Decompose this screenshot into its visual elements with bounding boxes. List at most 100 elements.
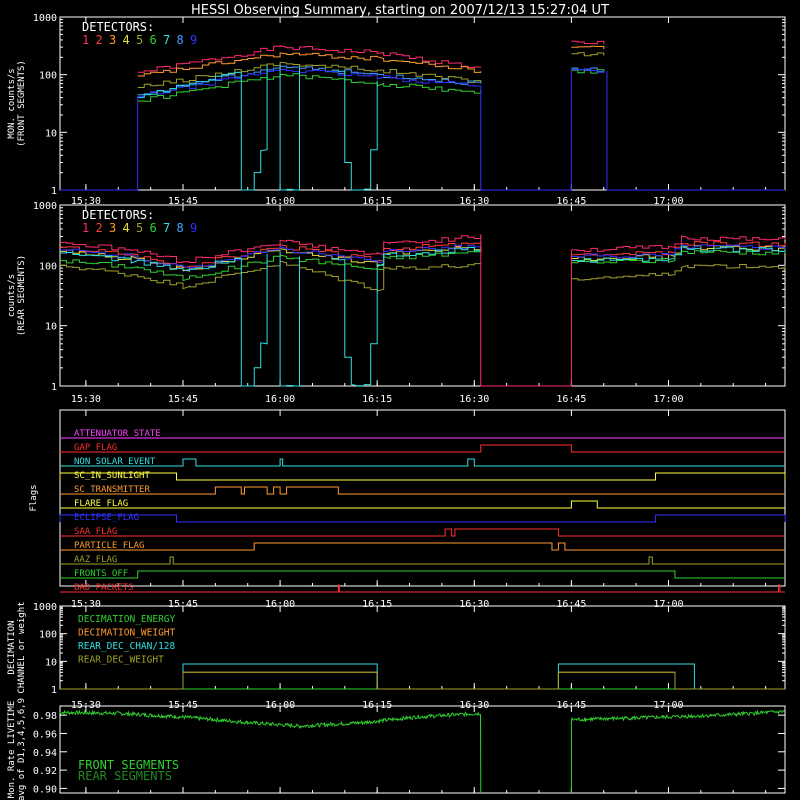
front-legend-label-7: 7 xyxy=(163,33,170,47)
front-detector-9-line xyxy=(571,68,605,73)
rear-xtick-label: 15:30 xyxy=(71,394,101,405)
livetime-ytick-label: 0.96 xyxy=(33,729,57,740)
front-ylabel: MON. counts/s xyxy=(7,68,17,138)
rear-xtick-label: 17:00 xyxy=(653,394,683,405)
front-detector-7-line xyxy=(137,65,268,191)
rear-legend-label-4: 4 xyxy=(123,221,130,235)
rear-legend-label-5: 5 xyxy=(136,221,143,235)
flag-line-fronts-off xyxy=(60,570,785,579)
front-xtick-label: 16:30 xyxy=(459,196,489,207)
rear-ytick-label: 10 xyxy=(45,322,57,333)
rear-detector-7-line xyxy=(279,251,300,387)
plot-title: HESSI Observing Summary, starting on 200… xyxy=(191,3,609,18)
rear-ytick-label: 1000 xyxy=(33,201,57,212)
rear-legend-label-3: 3 xyxy=(109,221,116,235)
rear-xtick-label: 16:00 xyxy=(265,394,295,405)
decimation-ytick-label: 1000 xyxy=(33,602,57,613)
rear-legend-label-2: 2 xyxy=(96,221,103,235)
rear-legend-label-8: 8 xyxy=(177,221,184,235)
front-detector-3-line xyxy=(137,52,482,77)
flag-label: AAZ_FLAG xyxy=(74,555,117,565)
front-legend-label-6: 6 xyxy=(150,33,157,47)
rear-detector-5-line xyxy=(571,264,786,281)
flags-ylabel: Flags xyxy=(29,484,39,511)
front-detector-7-line xyxy=(331,69,378,191)
rear-detector-7-line xyxy=(331,247,482,387)
flag-line-flare-flag xyxy=(60,500,785,509)
front-detector-5-line xyxy=(137,61,482,88)
rear-detector-5-line xyxy=(60,260,482,292)
rear-detector-6-line xyxy=(60,250,482,282)
flags-xtick-label: 16:30 xyxy=(459,599,489,610)
front-ytick-label: 10 xyxy=(45,128,57,139)
flags-xtick-label: 15:45 xyxy=(168,599,198,610)
front-legend-label-2: 2 xyxy=(96,33,103,47)
decimation-line-rear-dec-weight xyxy=(60,671,785,690)
front-legend-title: DETECTORS: xyxy=(82,20,154,34)
flags-xtick-label: 16:15 xyxy=(362,599,392,610)
livetime-legend-label: FRONT SEGMENTS xyxy=(78,758,179,772)
flag-line-sc-in-sunlight xyxy=(59,472,786,481)
flag-line-non-solar-event xyxy=(60,458,785,467)
front-detector-1-line xyxy=(571,40,605,45)
front-legend-label-1: 1 xyxy=(82,33,89,47)
front-legend-label-9: 9 xyxy=(190,33,197,47)
livetime-ytick-label: 0.98 xyxy=(33,711,57,722)
rear-xtick-label: 16:30 xyxy=(459,394,489,405)
flags-panel-frame xyxy=(59,409,786,587)
front-baseline-line xyxy=(60,69,785,191)
front-xtick-label: 16:15 xyxy=(362,196,392,207)
front-series-group xyxy=(137,40,605,191)
decimation-ytick-label: 100 xyxy=(39,630,57,641)
livetime-line-front-segments xyxy=(59,709,482,794)
flags-xtick-label: 16:00 xyxy=(265,599,295,610)
flag-line-eclipse-flag xyxy=(59,514,786,523)
front-detector-7-line xyxy=(279,64,300,191)
livetime-ytick-label: 0.92 xyxy=(33,766,57,777)
flags-xtick-label: 15:30 xyxy=(71,599,101,610)
flags-xtick-label: 17:00 xyxy=(653,599,683,610)
flag-line-aaz-flag xyxy=(60,556,785,565)
front-ytick-label: 100 xyxy=(39,71,57,82)
front-legend-label-8: 8 xyxy=(177,33,184,47)
rear-series-group xyxy=(60,234,786,387)
decimation-legend-label: REAR_DEC_CHAN/128 xyxy=(78,641,176,652)
front-ylabel: (FRONT SEGMENTS) xyxy=(17,60,27,147)
flag-line-saa-flag xyxy=(60,528,785,537)
livetime-ytick-label: 0.90 xyxy=(33,784,57,795)
rear-xtick-label: 16:15 xyxy=(362,394,392,405)
rear-legend-label-7: 7 xyxy=(163,221,170,235)
livetime-ylabel: Mon. Rate LIVETIME xyxy=(7,701,17,799)
front-detector-3-line xyxy=(571,45,605,50)
livetime-panel-frame xyxy=(59,705,786,794)
livetime-legend-label: REAR SEGMENTS xyxy=(78,769,172,783)
flags-xtick-label: 16:45 xyxy=(556,599,586,610)
decimation-ytick-label: 1 xyxy=(51,685,57,696)
decimation-legend-label: REAR_DEC_WEIGHT xyxy=(78,655,164,666)
front-ytick-label: 1 xyxy=(51,186,57,197)
flag-label: SC_TRANSMITTER xyxy=(74,485,150,495)
rear-legend-label-6: 6 xyxy=(150,221,157,235)
rear-ytick-label: 1 xyxy=(51,382,57,393)
flag-label: FRONTS_OFF xyxy=(74,569,128,579)
rear-legend-label-9: 9 xyxy=(190,221,197,235)
front-xtick-label: 15:45 xyxy=(168,196,198,207)
livetime-line-front-segments xyxy=(570,709,785,793)
flag-label: NON_SOLAR_EVENT xyxy=(74,457,156,467)
rear-detector-9-line xyxy=(60,244,482,269)
decimation-ylabel: CHANNEL or weight xyxy=(17,601,27,693)
flag-label: GAP_FLAG xyxy=(74,443,117,453)
flag-line-particle-flag xyxy=(60,542,785,551)
front-detector-9-line xyxy=(137,68,482,97)
front-ytick-label: 1000 xyxy=(33,13,57,24)
livetime-ytick-label: 0.94 xyxy=(33,748,57,759)
flag-line-bad-packets xyxy=(60,584,785,593)
flag-line-sc-transmitter xyxy=(60,486,785,495)
front-legend-label-4: 4 xyxy=(123,33,130,47)
rear-xtick-label: 15:45 xyxy=(168,394,198,405)
flag-line-gap-flag xyxy=(60,444,785,453)
rear-detector-7-line xyxy=(60,252,268,387)
front-panel-frame xyxy=(59,16,786,191)
